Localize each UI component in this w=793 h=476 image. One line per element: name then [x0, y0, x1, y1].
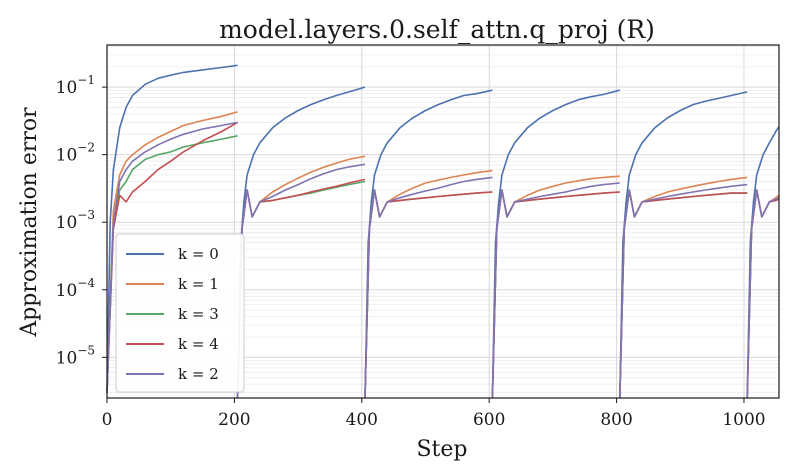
x-tick-label: 800 — [600, 410, 632, 430]
series-group — [106, 64, 780, 399]
series-line-segment — [106, 121, 238, 393]
series-line-segment — [491, 89, 621, 399]
legend-label: k = 0 — [178, 245, 219, 263]
chart-title: model.layers.0.self_attn.q_proj (R) — [219, 15, 655, 44]
legend-label: k = 3 — [178, 305, 219, 323]
legend-item: k = 3 — [126, 305, 219, 323]
axes: 0 200 400 600 800 1000 10−5 10−4 10−3 10−2 10−1 — [56, 44, 780, 430]
series-line-segment — [364, 176, 493, 399]
y-tick-label: 10−5 — [56, 343, 95, 368]
x-tick-label: 200 — [218, 410, 250, 430]
legend-label: k = 1 — [178, 275, 219, 293]
legend-item: k = 1 — [126, 275, 219, 293]
series-line-segment — [236, 86, 366, 399]
series-line-segment — [491, 182, 620, 399]
legend-label: k = 2 — [178, 365, 219, 383]
series-line-segment — [106, 135, 238, 393]
legend-item: k = 2 — [126, 365, 219, 383]
legend-item: k = 0 — [126, 245, 219, 263]
x-axis-label: Step — [416, 437, 467, 462]
legend: k = 0 k = 1 k = 3 k = 4 k = 2 — [115, 233, 245, 393]
y-tick-label: 10−3 — [56, 208, 95, 233]
legend-box — [115, 233, 245, 393]
series-line-segment — [106, 111, 238, 393]
x-tick-label: 1000 — [722, 410, 765, 430]
series-line-segment — [236, 163, 366, 399]
x-tick-label: 0 — [102, 410, 113, 430]
series-line-segment — [619, 91, 748, 399]
series-line-segment — [106, 64, 238, 393]
x-tick-label: 400 — [346, 410, 378, 430]
y-tick-label: 10−4 — [56, 276, 96, 301]
series-line-segment — [619, 183, 748, 399]
series-line-segment — [106, 121, 238, 393]
legend-label: k = 4 — [178, 335, 219, 353]
series-k=2 — [106, 121, 780, 399]
axes-frame — [106, 44, 780, 399]
legend-item: k = 4 — [126, 335, 219, 353]
y-tick-label: 10−1 — [56, 73, 95, 98]
series-line-segment — [746, 189, 780, 399]
x-tick-label: 600 — [473, 410, 505, 430]
y-tick-label: 10−2 — [56, 141, 95, 166]
series-line-segment — [364, 89, 493, 399]
y-axis-label: Approximation error — [17, 107, 42, 338]
